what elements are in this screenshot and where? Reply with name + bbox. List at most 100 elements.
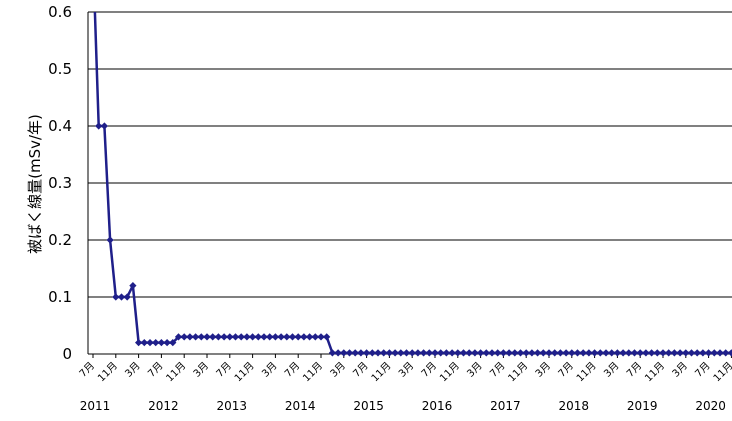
- data-point: [283, 333, 291, 341]
- year-label: 2018: [559, 399, 590, 413]
- data-point: [192, 333, 200, 341]
- year-label: 2015: [353, 399, 384, 413]
- data-point: [499, 349, 507, 357]
- data-point: [385, 349, 393, 357]
- data-point: [146, 339, 154, 347]
- data-point: [140, 339, 148, 347]
- data-point: [534, 349, 542, 357]
- data-point: [112, 293, 120, 301]
- data-point: [596, 349, 604, 357]
- x-tick-label: 11月: [301, 360, 326, 385]
- data-point: [454, 349, 462, 357]
- data-point: [334, 349, 342, 357]
- data-point: [665, 349, 673, 357]
- data-point: [459, 349, 468, 357]
- x-tick-label: 11月: [574, 360, 599, 385]
- data-point: [391, 349, 399, 357]
- data-point: [266, 333, 274, 341]
- data-point: [437, 349, 445, 357]
- data-point: [374, 349, 382, 357]
- data-point: [716, 349, 724, 357]
- data-point: [477, 349, 485, 357]
- data-point: [117, 293, 126, 301]
- x-tick-label: 11月: [232, 360, 257, 385]
- y-tick-label: 0.6: [48, 3, 72, 21]
- data-point: [300, 333, 308, 341]
- series-group: [93, 12, 732, 357]
- data-point: [214, 333, 222, 341]
- data-point: [157, 339, 165, 347]
- data-point: [402, 349, 411, 357]
- x-tick-label: 3月: [670, 360, 690, 380]
- data-point: [203, 333, 211, 341]
- data-point: [408, 349, 416, 357]
- x-tick-label: 11月: [506, 360, 531, 385]
- x-tick-label: 3月: [259, 360, 279, 380]
- data-point: [551, 349, 559, 357]
- x-tick-label: 7月: [487, 360, 507, 380]
- x-tick-label: 7月: [693, 360, 713, 380]
- data-point: [522, 349, 530, 357]
- x-tick-label: 7月: [214, 360, 234, 380]
- data-point: [135, 339, 143, 347]
- data-point: [539, 349, 547, 357]
- data-point: [568, 349, 576, 357]
- data-point: [630, 349, 639, 357]
- data-point: [442, 349, 450, 357]
- x-tick-label: 11月: [95, 360, 120, 385]
- x-tick-label: 3月: [123, 360, 143, 380]
- data-point: [613, 349, 621, 357]
- x-tick-label: 3月: [533, 360, 553, 380]
- data-point: [653, 349, 661, 357]
- data-point: [368, 349, 376, 357]
- data-point: [249, 333, 257, 341]
- data-point: [363, 349, 371, 357]
- data-point: [482, 349, 490, 357]
- axes: [87, 12, 732, 358]
- data-point: [311, 333, 319, 341]
- x-tick-label: 7月: [77, 360, 97, 380]
- data-point: [294, 333, 302, 341]
- data-point: [431, 349, 439, 357]
- data-point: [323, 333, 331, 341]
- data-point: [254, 333, 262, 341]
- data-point: [636, 349, 644, 357]
- data-point: [602, 349, 610, 357]
- x-tick-label: 7月: [145, 360, 165, 380]
- year-label: 2013: [217, 399, 248, 413]
- y-tick-label: 0.4: [48, 117, 72, 135]
- x-tick-label: 3月: [191, 360, 211, 380]
- year-label: 2014: [285, 399, 316, 413]
- data-point: [693, 349, 701, 357]
- data-point: [163, 339, 171, 347]
- data-point: [425, 349, 433, 357]
- y-tick-labels: 0 0.1 0.2 0.3 0.4 0.5 0.6: [48, 3, 72, 363]
- x-tick-label: 3月: [328, 360, 348, 380]
- data-point: [414, 349, 422, 357]
- data-point: [465, 349, 473, 357]
- x-tick-label: 11月: [711, 360, 732, 385]
- series-line: [93, 12, 732, 355]
- year-label: 2016: [422, 399, 453, 413]
- data-point: [556, 349, 564, 357]
- data-point: [699, 349, 707, 357]
- data-point: [100, 122, 108, 130]
- series: [93, 12, 732, 357]
- gridlines: [88, 11, 732, 298]
- data-point: [488, 349, 496, 357]
- data-point: [197, 333, 205, 341]
- data-point: [516, 349, 525, 357]
- data-point: [129, 282, 137, 290]
- data-point: [710, 349, 718, 357]
- data-point: [260, 333, 268, 341]
- year-label: 2017: [490, 399, 521, 413]
- data-point: [231, 333, 240, 341]
- data-point: [676, 349, 684, 357]
- data-point: [591, 349, 599, 357]
- x-tick-label: 11月: [643, 360, 668, 385]
- y-tick-label: 0.2: [48, 231, 72, 249]
- x-tick-label: 3月: [601, 360, 621, 380]
- data-point: [573, 349, 582, 357]
